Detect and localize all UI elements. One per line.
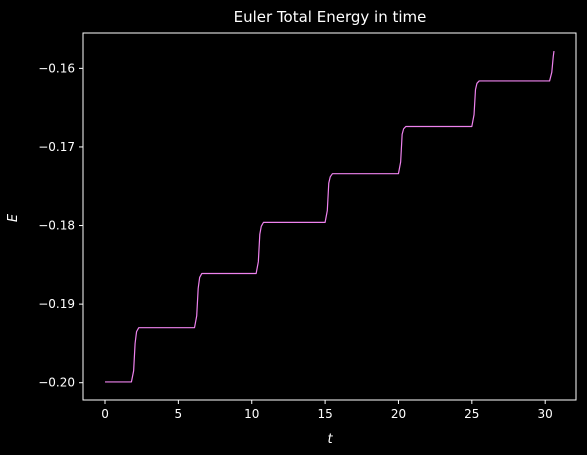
x-tick-label: 25 xyxy=(464,407,479,421)
x-tick-label: 0 xyxy=(101,407,109,421)
chart-title: Euler Total Energy in time xyxy=(234,8,427,26)
x-tick-label: 30 xyxy=(538,407,553,421)
x-axis: 0 5 10 15 20 25 30 xyxy=(101,400,553,421)
y-tick-label: −0.17 xyxy=(38,140,75,154)
y-tick-label: −0.18 xyxy=(38,219,75,233)
plot-area xyxy=(82,32,577,401)
y-axis: −0.20 −0.19 −0.18 −0.17 −0.16 xyxy=(38,61,83,390)
y-tick-label: −0.20 xyxy=(38,376,75,390)
plot-frame xyxy=(82,32,577,401)
x-axis-label: t xyxy=(327,432,333,447)
x-tick-label: 5 xyxy=(175,407,183,421)
x-tick-label: 15 xyxy=(317,407,332,421)
energy-line-series-0 xyxy=(105,50,555,383)
x-tick-label: 20 xyxy=(391,407,406,421)
x-tick-label: 10 xyxy=(244,407,259,421)
y-tick-label: −0.16 xyxy=(38,61,75,75)
y-tick-label: −0.19 xyxy=(38,297,75,311)
y-axis-label: E xyxy=(6,213,21,222)
